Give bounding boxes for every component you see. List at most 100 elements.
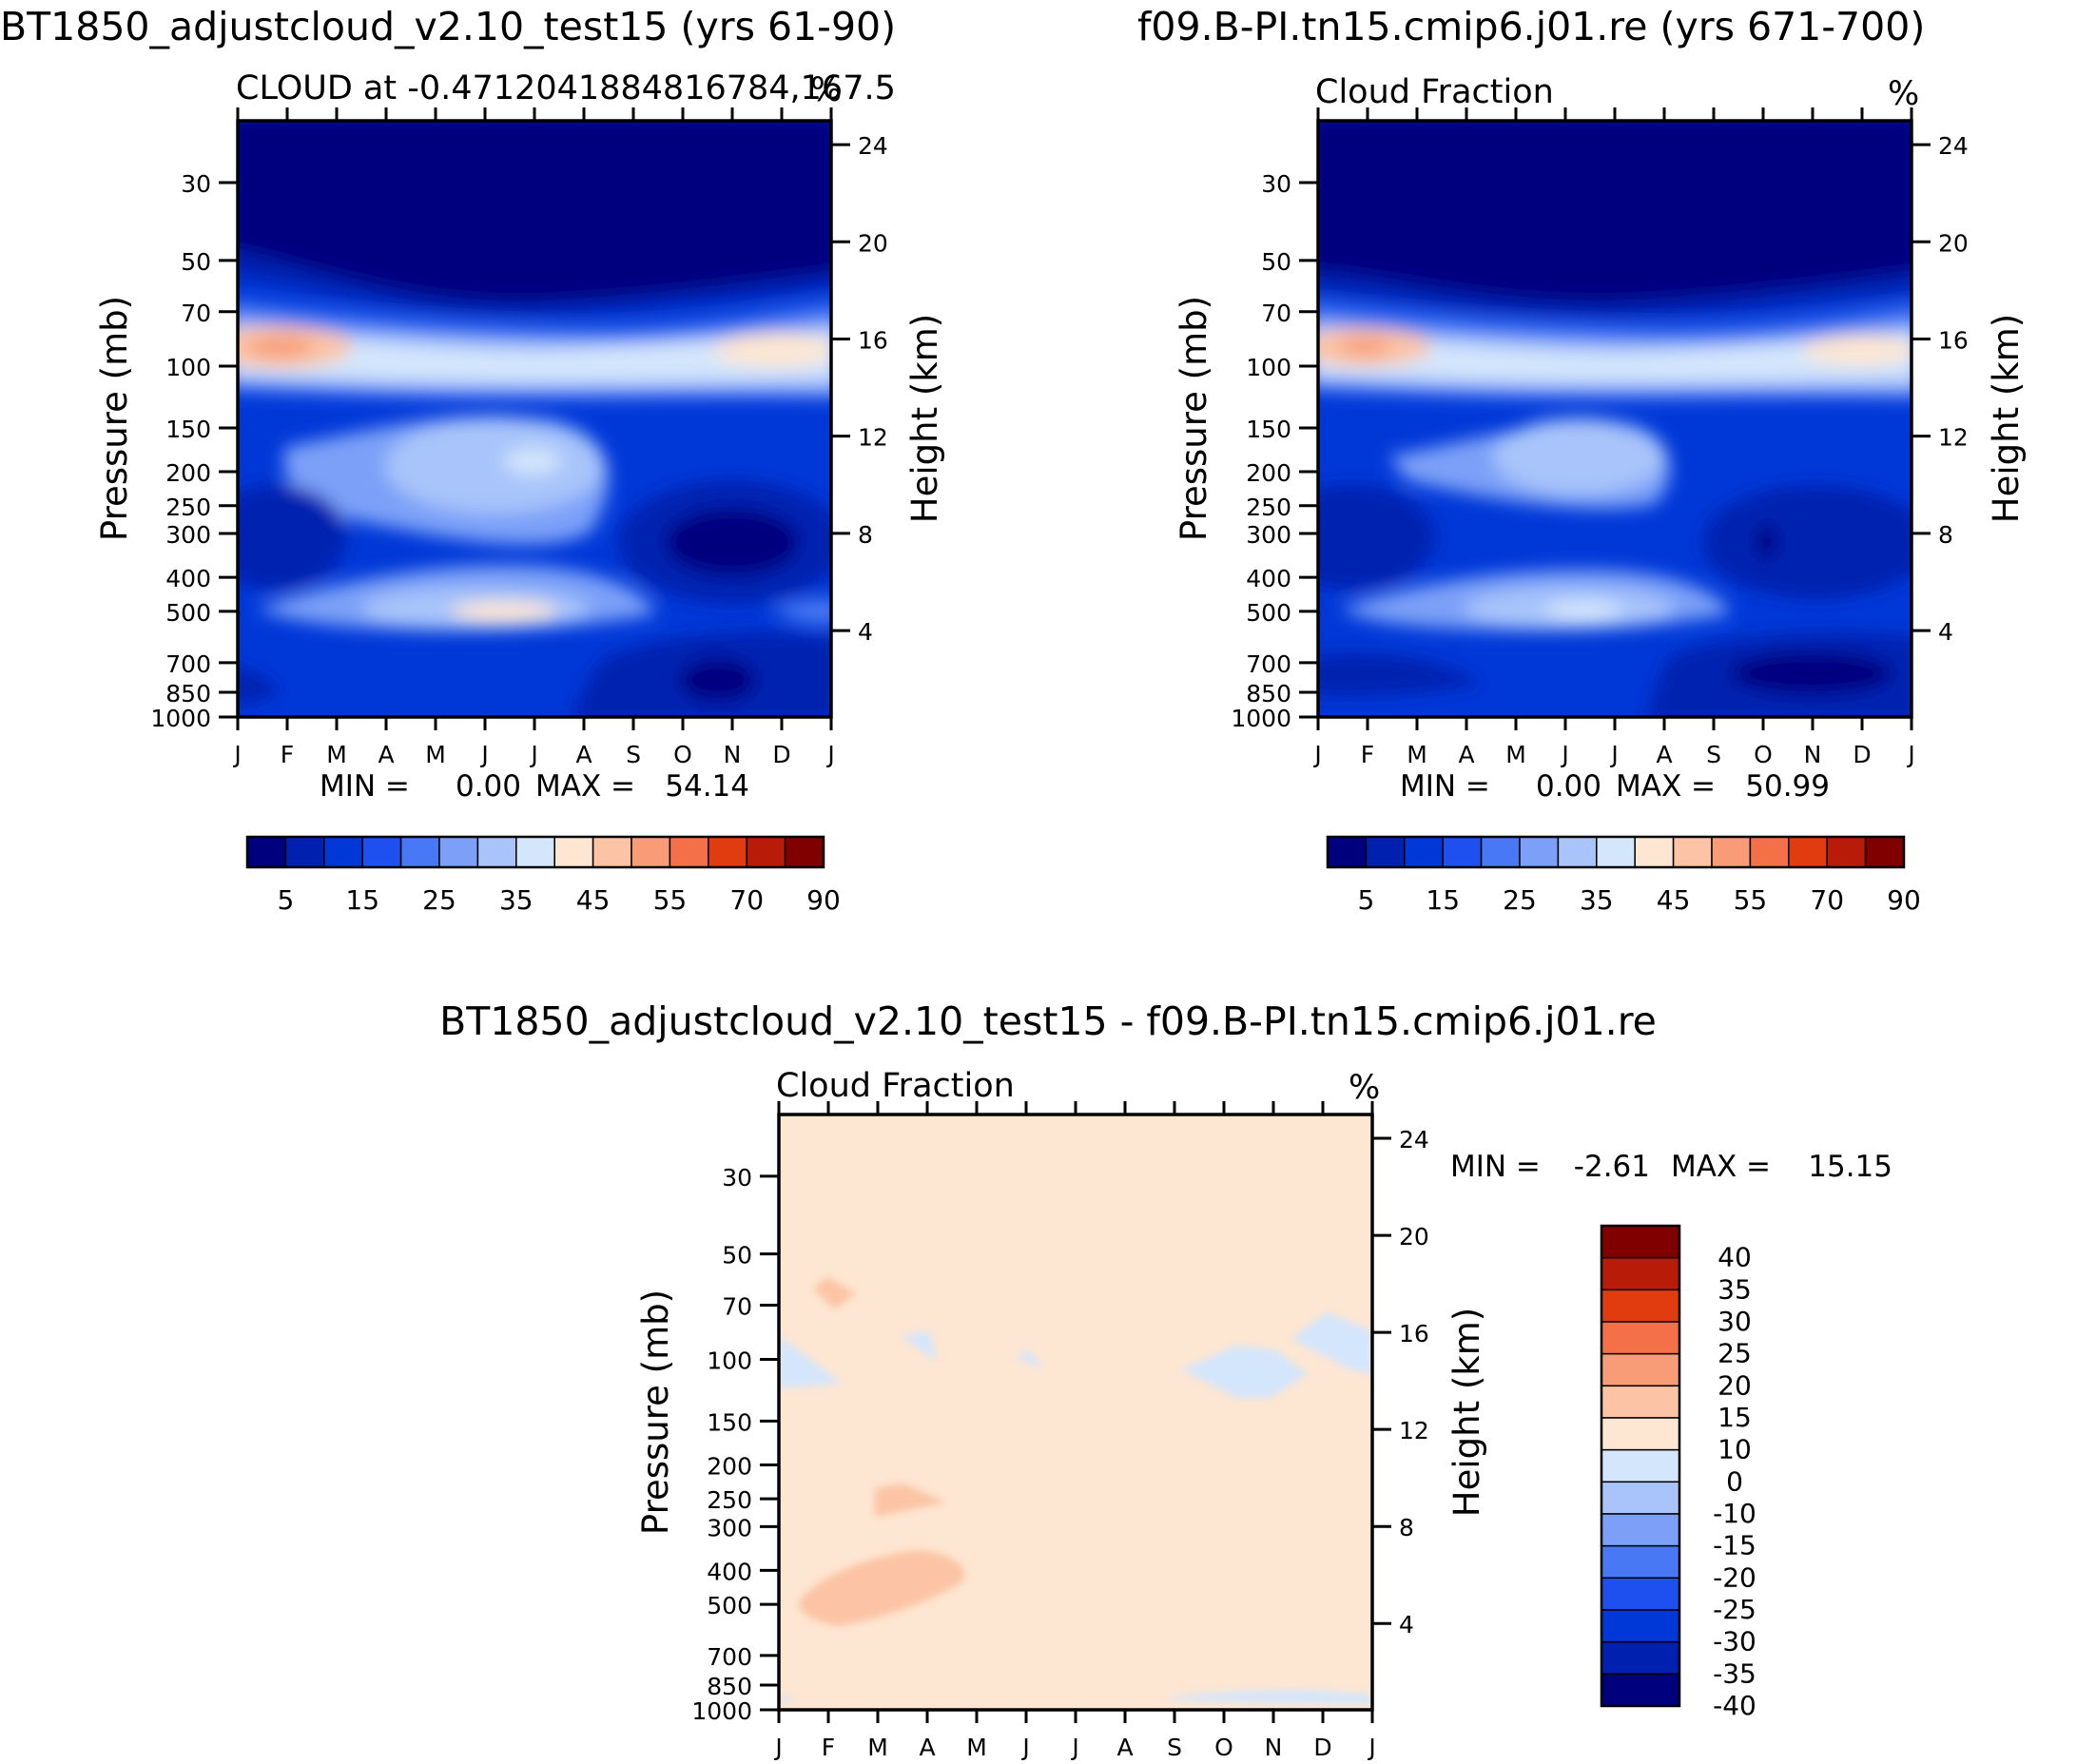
colorbar-box (1672, 836, 1713, 868)
x-tick-label: S (1706, 741, 1721, 768)
colorbar-label: -25 (1713, 1594, 1756, 1625)
field-shading (1318, 121, 1912, 717)
y-tick-label: 100 (165, 354, 211, 381)
colorbar-box (1442, 836, 1483, 868)
panel-test15: BT1850_adjustcloud_v2.10_test15 (yrs 61-… (0, 4, 945, 916)
y-tick-label: 1000 (150, 705, 211, 732)
y-axis-right-title: Height (km) (904, 314, 945, 523)
y-tick-label: 400 (707, 1558, 752, 1585)
colorbar-label: 15 (1426, 884, 1460, 916)
field-shading (238, 121, 831, 717)
x-tick-label: M (326, 741, 347, 768)
y-tick-label: 200 (165, 459, 211, 487)
y-tick-label: 100 (707, 1347, 752, 1375)
y-tick-label: 30 (722, 1164, 752, 1192)
colorbar-frame (245, 835, 825, 869)
min-label: MIN = (320, 769, 410, 804)
y-axis-right: 24 20 16 12 8 4 (831, 132, 888, 646)
colorbar-box (1826, 836, 1867, 868)
y-tick-label: 850 (165, 680, 211, 708)
x-tick-label: O (673, 741, 692, 768)
y-tick-label: 30 (181, 170, 211, 198)
colorbar-label: -30 (1713, 1626, 1756, 1657)
colorbar-label: 5 (1357, 884, 1374, 916)
y-tick-label: 200 (707, 1452, 752, 1480)
min-value: 0.00 (1536, 769, 1601, 804)
colorbar-label: 70 (729, 884, 764, 916)
y-tick-label: 150 (707, 1408, 752, 1436)
y-right-tick-label: 12 (1938, 424, 1969, 452)
colorbar-box (1601, 1352, 1680, 1387)
colorbar-box (1601, 1321, 1680, 1355)
contour-field (779, 1115, 1372, 1710)
y-right-tick-label: 24 (1938, 132, 1969, 160)
min-value: 0.00 (456, 769, 521, 804)
y-tick-label: 700 (707, 1643, 752, 1671)
y-right-tick-label: 20 (858, 229, 888, 257)
y-tick-label: 150 (1246, 416, 1291, 443)
x-tick-label: A (1656, 741, 1672, 768)
colorbar-box (1601, 1417, 1680, 1451)
x-tick-label: A (1458, 741, 1474, 768)
colorbar-box (399, 836, 440, 868)
x-tick-label: J (479, 741, 488, 768)
colorbar-label: 10 (1718, 1434, 1752, 1465)
colorbar-box (1601, 1225, 1680, 1259)
colorbar-label: 40 (1718, 1242, 1752, 1273)
y-tick-label: 300 (1246, 521, 1291, 549)
min-label: MIN = (1400, 769, 1490, 804)
x-tick-label: D (1853, 741, 1871, 768)
x-tick-label: O (1214, 1734, 1233, 1761)
colorbar-box (746, 836, 786, 868)
x-tick-label: M (1407, 741, 1427, 768)
y-axis-title: Pressure (mb) (94, 296, 135, 541)
x-tick-label: A (575, 741, 592, 768)
colorbar-label: -40 (1713, 1690, 1756, 1721)
x-tick-label: J (1560, 741, 1568, 768)
y-tick-label: 30 (1261, 170, 1291, 198)
colorbar-frame (1600, 1224, 1681, 1708)
x-tick-label: O (1754, 741, 1773, 768)
colorbar-label: 90 (806, 884, 841, 916)
y-right-tick-label: 12 (1399, 1417, 1429, 1444)
colorbar: 5 15 25 35 45 55 70 90 (1326, 835, 1921, 916)
y-axis-title: Pressure (mb) (635, 1289, 676, 1535)
field-base (779, 1115, 1372, 1710)
y-tick-label: 50 (722, 1242, 752, 1270)
colorbar-box (1601, 1256, 1680, 1291)
colorbar-box (669, 836, 709, 868)
x-tick-label: J (1906, 741, 1914, 768)
colorbar-label: 30 (1718, 1306, 1752, 1337)
colorbar-box (1601, 1385, 1680, 1419)
y-tick-label: 70 (181, 300, 211, 327)
x-tick-label: F (281, 741, 294, 768)
x-tick-label: J (1367, 1734, 1375, 1761)
contour-field (1318, 121, 1912, 717)
x-tick-label: J (232, 741, 241, 768)
colorbar-box (438, 836, 479, 868)
colorbar-box (1480, 836, 1521, 868)
colorbar-box (553, 836, 594, 868)
panel-title: BT1850_adjustcloud_v2.10_test15 (yrs 61-… (0, 4, 896, 49)
y-tick-label: 70 (1261, 300, 1291, 327)
panel-title: f09.B-PI.tn15.cmip6.j01.re (yrs 671-700) (1137, 4, 1925, 49)
colorbar-label: 0 (1726, 1465, 1743, 1497)
colorbar-label: 35 (1580, 884, 1614, 916)
y-tick-label: 850 (707, 1673, 752, 1700)
x-tick-label: F (822, 1734, 835, 1761)
max-label: MAX = (1671, 1150, 1771, 1184)
colorbar-frame (1326, 835, 1906, 869)
x-tick-label: D (772, 741, 790, 768)
x-tick-label: M (1505, 741, 1526, 768)
colorbar-box (1711, 836, 1752, 868)
y-tick-label: 400 (165, 565, 211, 592)
colorbar-box (1601, 1513, 1680, 1547)
colorbar-box (1601, 1577, 1680, 1611)
panel-difference: BT1850_adjustcloud_v2.10_test15 - f09.B-… (439, 998, 1892, 1761)
